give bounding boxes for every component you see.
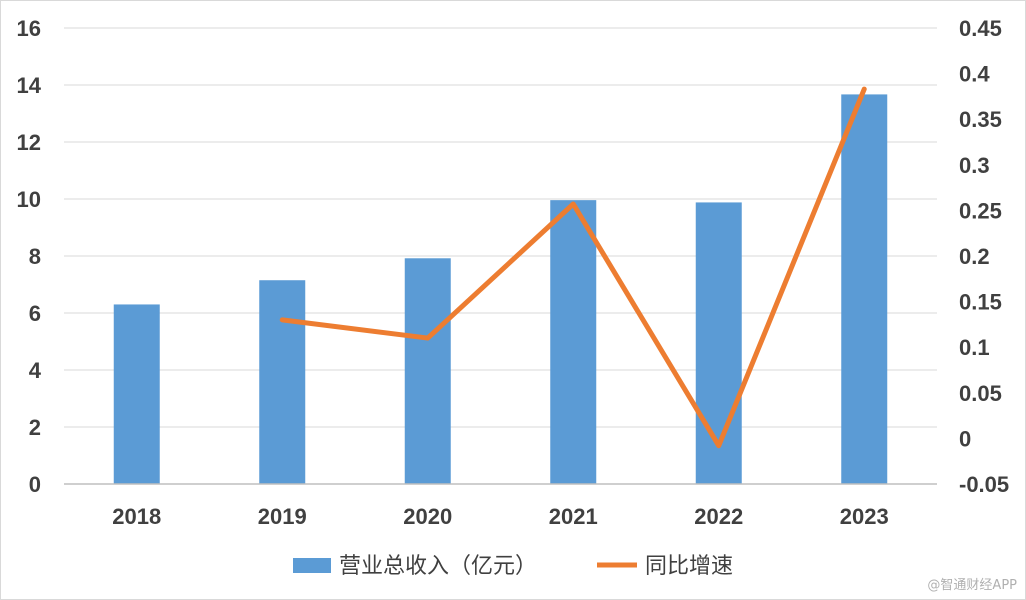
bar-series xyxy=(113,94,888,485)
right-tick-label: 0.3 xyxy=(959,153,990,178)
left-tick-label: 16 xyxy=(17,16,41,41)
right-y-axis-ticks: -0.05 0 0.05 0.1 0.15 0.2 0.25 0.3 0.35 0.4 0.45 xyxy=(959,16,1009,497)
left-tick-label: 8 xyxy=(29,244,41,269)
left-tick-label: 4 xyxy=(29,358,42,383)
line-series xyxy=(279,86,867,449)
growth-point-2020 xyxy=(427,337,429,339)
growth-point-2022 xyxy=(718,445,720,447)
right-tick-label: 0.35 xyxy=(959,107,1002,132)
x-tick-label: 2021 xyxy=(549,504,598,529)
bar-2022 xyxy=(695,202,742,485)
x-tick-label: 2023 xyxy=(840,504,889,529)
x-axis-ticks: 2018 2019 2020 2021 2022 2023 xyxy=(112,504,888,529)
right-tick-label: 0.45 xyxy=(959,16,1002,41)
growth-point-2023 xyxy=(863,88,865,90)
gridlines xyxy=(64,27,937,428)
legend-bar-label: 营业总收入（亿元） xyxy=(339,554,537,579)
x-tick-label: 2019 xyxy=(258,504,307,529)
left-tick-label: 0 xyxy=(29,472,41,497)
right-tick-label: 0 xyxy=(959,426,971,451)
right-tick-label: 0.1 xyxy=(959,335,990,360)
right-tick-label: 0.2 xyxy=(959,244,990,269)
legend-line-label: 同比增速 xyxy=(645,554,733,579)
right-tick-label: 0.25 xyxy=(959,198,1002,223)
growth-point-2019 xyxy=(281,319,283,321)
legend: 营业总收入（亿元） 同比增速 xyxy=(293,554,733,579)
growth-point-2021 xyxy=(572,203,574,205)
bar-2018 xyxy=(113,304,160,484)
bar-2021 xyxy=(550,200,597,484)
x-tick-label: 2020 xyxy=(403,504,452,529)
bar-2019 xyxy=(259,280,306,484)
x-tick-label: 2022 xyxy=(694,504,743,529)
bar-2020 xyxy=(404,258,451,484)
left-tick-label: 2 xyxy=(29,415,41,440)
left-tick-label: 14 xyxy=(17,73,42,98)
bar-2023 xyxy=(841,94,888,484)
right-tick-label: -0.05 xyxy=(959,472,1009,497)
legend-bar-swatch xyxy=(293,558,331,573)
left-tick-label: 6 xyxy=(29,301,41,326)
left-tick-label: 10 xyxy=(17,187,41,212)
left-tick-label: 12 xyxy=(17,130,41,155)
right-tick-label: 0.15 xyxy=(959,290,1002,315)
x-tick-label: 2018 xyxy=(112,504,161,529)
right-tick-label: 0.4 xyxy=(959,62,990,87)
left-y-axis-ticks: 0 2 4 6 8 10 12 14 16 xyxy=(17,16,42,497)
right-tick-label: 0.05 xyxy=(959,381,1002,406)
watermark: @智通财经APP xyxy=(927,578,1017,593)
